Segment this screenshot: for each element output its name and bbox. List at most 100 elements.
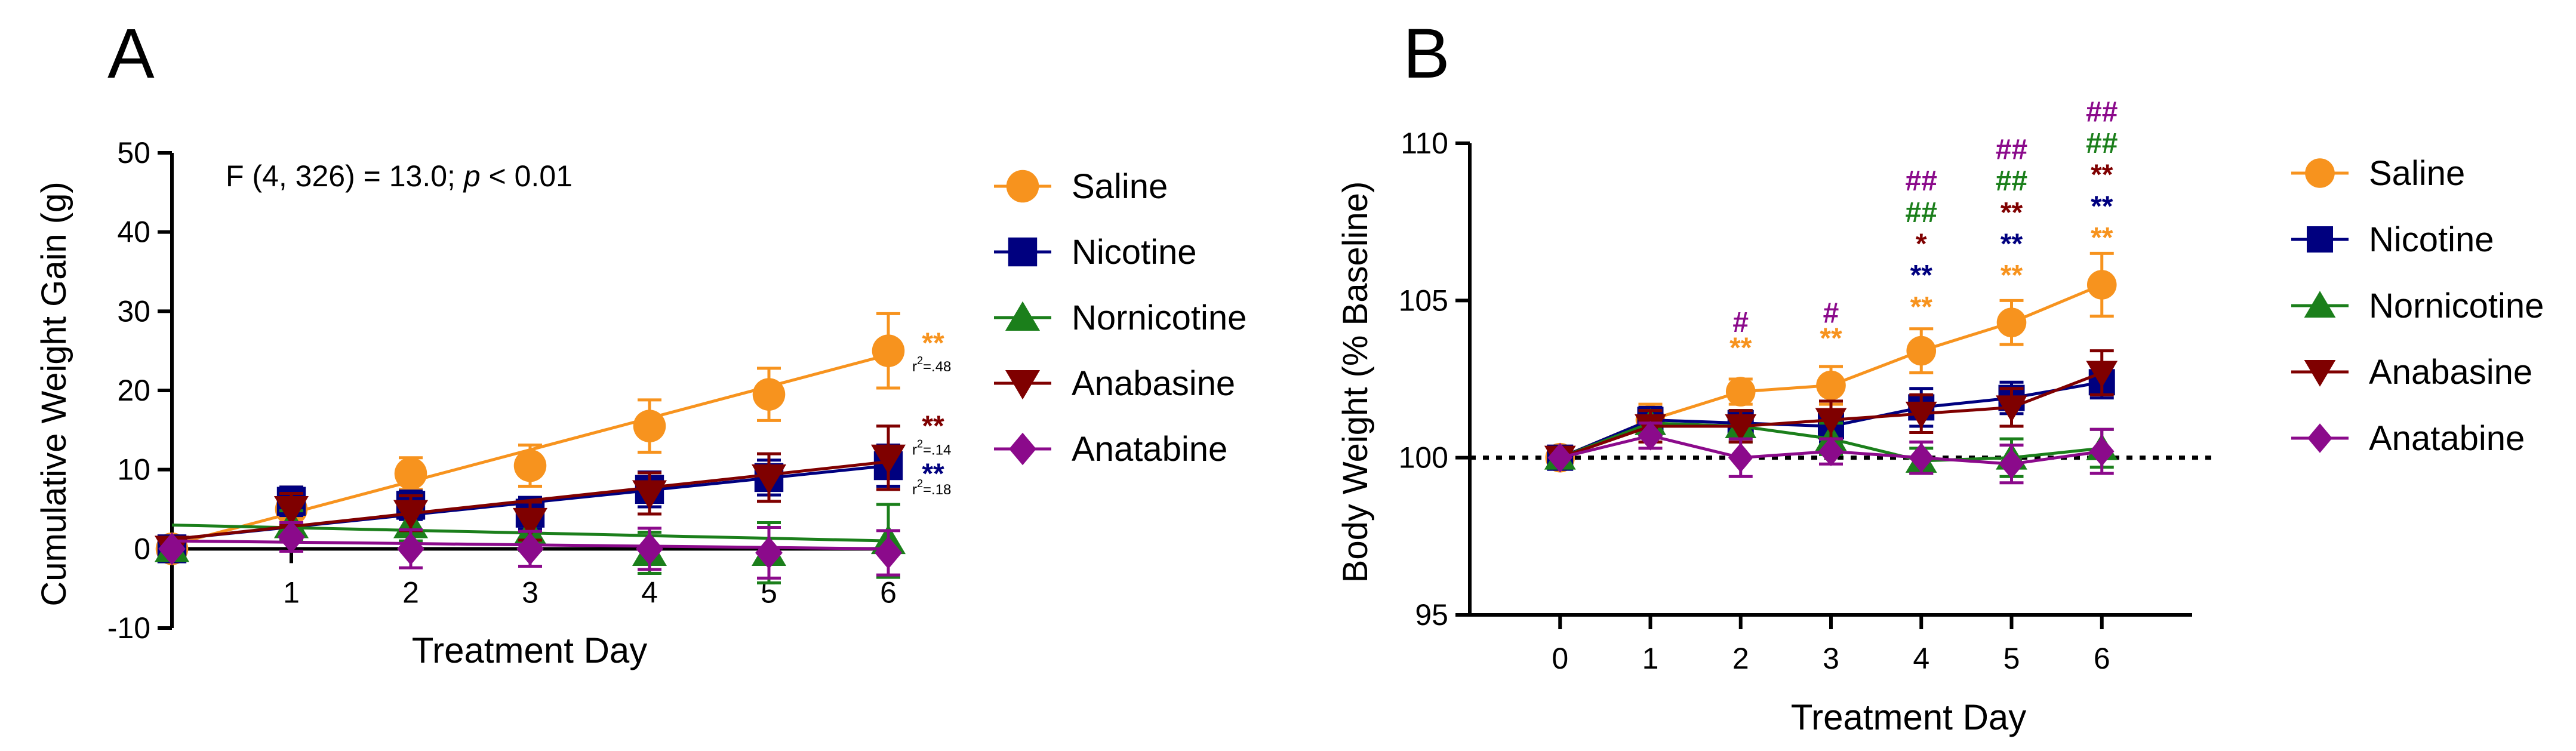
panel-b-significance-label: ## xyxy=(2086,96,2118,128)
panel-a-legend-item-anabasine-label: Anabasine xyxy=(1072,364,1235,403)
panel-a-series-anabasine-point xyxy=(393,500,429,530)
panel-b-legend: Saline Nicotine Nornicotine Anabasine Anatab… xyxy=(2291,154,2544,458)
panel-b-legend-item-anabasine-label: Anabasine xyxy=(2369,353,2532,392)
panel-b-significance-label: * xyxy=(1916,229,1927,260)
panel-b-series-anatabine-point xyxy=(1547,442,1573,473)
panel-a: A F (4, 326) = 13.0; p < 0.01 -10 0 10 20 30… xyxy=(35,14,1247,670)
panel-b-significance-label: # xyxy=(1823,297,1839,329)
panel-a-series-saline-point xyxy=(633,410,666,442)
panel-a-x-tick-label: 4 xyxy=(641,575,658,609)
panel-a-y-tick-label: 0 xyxy=(134,532,150,565)
panel-a-y-tick-label: 30 xyxy=(117,294,150,328)
panel-b-series-anatabine-point xyxy=(1999,449,2024,479)
panel-b-x-tick-label: 6 xyxy=(2094,642,2110,675)
panel-b-x-tick-label: 0 xyxy=(1552,642,1568,675)
panel-b-legend-item-anatabine-marker xyxy=(2307,423,2332,453)
panel-b-x-axis-label: Treatment Day xyxy=(1791,697,2027,737)
panel-a-series-saline-point xyxy=(513,449,547,482)
panel-b-significance-label: ** xyxy=(2091,190,2113,222)
panel-b-y-tick-label: 100 xyxy=(1399,441,1448,475)
panel-b-y-tick-label: 95 xyxy=(1415,598,1448,632)
panel-b-significance-label: ## xyxy=(1996,134,2027,166)
panel-b-legend-item-nicotine-marker xyxy=(2307,226,2333,253)
panel-a-series-saline-point xyxy=(394,457,427,490)
panel-b-x-tick-label: 5 xyxy=(2003,642,2020,675)
panel-a-r-squared-label: r2=.18 xyxy=(912,478,951,498)
panel-b-series-anabasine-point xyxy=(2086,361,2118,388)
panel-b-significance-label: ## xyxy=(1996,165,2027,197)
panel-b-series-saline-point xyxy=(1906,336,1937,366)
panel-b-legend-item-nicotine: Nicotine xyxy=(2291,220,2494,259)
panel-a-series-anabasine-point xyxy=(751,464,787,494)
panel-a-legend-item-saline: Saline xyxy=(994,167,1168,206)
panel-b-marks: **# **# *****####******####******#### xyxy=(1544,96,2118,485)
panel-a-legend-item-saline-label: Saline xyxy=(1072,167,1168,206)
panel-a-series-saline-point xyxy=(752,378,786,411)
panel-a-significance-label: ** xyxy=(922,411,944,442)
panel-b-legend-item-saline-marker xyxy=(2305,158,2335,188)
panel-a-series-saline-point xyxy=(872,334,905,367)
panel-a-x-tick-label: 2 xyxy=(402,575,419,609)
panel-b-legend-item-anabasine: Anabasine xyxy=(2291,353,2532,392)
panel-b-y-tick-label: 110 xyxy=(1401,127,1448,160)
panel-a-legend-item-anatabine: Anatabine xyxy=(994,430,1227,469)
panel-b-significance-label: ** xyxy=(1910,291,1933,323)
panel-a-legend-item-nornicotine-marker xyxy=(1005,301,1041,331)
panel-b-series-anatabine-point xyxy=(1638,421,1663,451)
panel-a-y-tick-label: 40 xyxy=(117,216,150,249)
panel-b-letter: B xyxy=(1403,14,1450,93)
panel-b-y-axis-label: Body Weight (% Baseline) xyxy=(1336,181,1375,583)
panel-a-legend-item-nicotine-label: Nicotine xyxy=(1072,233,1197,272)
panel-a-y-tick-label: 50 xyxy=(117,136,150,170)
panel-b-significance-label: ** xyxy=(1820,323,1842,355)
panel-b-series-anatabine-point xyxy=(1818,436,1843,466)
panel-b-legend-item-saline: Saline xyxy=(2291,154,2465,193)
panel-b-series-anabasine-point xyxy=(1815,408,1847,435)
panel-a-annotation: F (4, 326) = 13.0; p < 0.01 xyxy=(226,159,573,193)
panel-a-series-anatabine-point xyxy=(875,536,902,570)
panel-b-significance-label: ** xyxy=(2001,260,2023,291)
panel-b-significance-label: ** xyxy=(2001,229,2023,260)
panel-a-series-anatabine-point xyxy=(516,533,544,565)
panel-a-letter: A xyxy=(107,14,155,93)
panel-b-series-anatabine-point xyxy=(1728,442,1753,473)
panel-a-series-anatabine xyxy=(158,521,902,580)
panel-a-series-anabasine-point xyxy=(512,507,548,538)
panel-b-series-anatabine-point xyxy=(2089,436,2115,466)
panel-b-series-saline-point xyxy=(1816,370,1846,401)
panel-b-significance-label: ** xyxy=(2091,222,2113,254)
panel-a-significance-label: ** xyxy=(922,327,944,359)
panel-b-x-tick-label: 2 xyxy=(1732,642,1749,675)
panel-a-x-tick-label: 1 xyxy=(283,575,300,609)
panel-b-significance-label: ## xyxy=(1906,197,1937,229)
panel-a-series-anatabine-point xyxy=(278,521,305,553)
panel-a-legend-item-anatabine-label: Anatabine xyxy=(1072,430,1227,469)
panel-a-r-squared-label: r2=.14 xyxy=(912,438,951,458)
panel-a-significance-label: ** xyxy=(922,458,944,490)
panel-b-significance-label: ** xyxy=(1910,260,1933,291)
panel-a-series-anabasine-point xyxy=(870,444,906,475)
panel-b-significance-label: ** xyxy=(1729,332,1752,364)
panel-b-legend-item-anatabine-label: Anatabine xyxy=(2369,419,2525,458)
panel-b-legend-item-anabasine-marker xyxy=(2304,360,2336,387)
panel-a-legend-item-saline-marker xyxy=(1006,170,1039,203)
panel-b-legend-item-nornicotine-label: Nornicotine xyxy=(2369,287,2544,325)
panel-b-series-anabasine-point xyxy=(1725,414,1757,441)
panel-a-series-anabasine-point xyxy=(273,496,309,526)
panel-b-significance-label: ## xyxy=(1906,165,1937,197)
panel-a-y-tick-label: -10 xyxy=(107,611,150,645)
panel-a-y-tick-label: 20 xyxy=(117,374,150,407)
panel-a-series-anabasine-point xyxy=(632,480,667,510)
panel-b-x-tick-label: 3 xyxy=(1823,642,1839,675)
panel-b-significance-label: ** xyxy=(2091,159,2113,191)
panel-b-legend-item-nornicotine: Nornicotine xyxy=(2291,287,2544,325)
panel-b-series-anatabine-point xyxy=(1909,442,1934,473)
panel-a-x-tick-label: 3 xyxy=(522,575,538,609)
panel-b-x-tick-label: 4 xyxy=(1913,642,1929,675)
panel-a-series-anatabine-point xyxy=(397,533,424,565)
panel-b-legend-item-nicotine-label: Nicotine xyxy=(2369,220,2494,259)
panel-a-legend-item-anabasine: Anabasine xyxy=(994,364,1235,403)
panel-b-legend-item-nornicotine-marker xyxy=(2304,291,2336,318)
